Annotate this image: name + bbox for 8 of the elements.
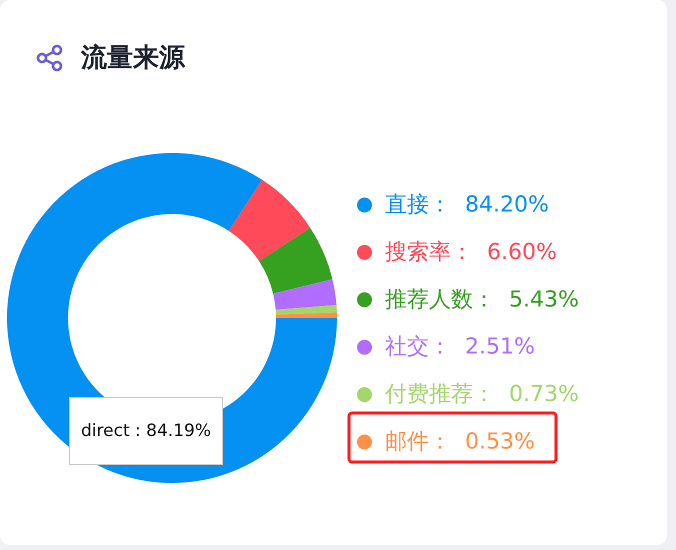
- legend-label: 邮件： 0.53%: [385, 430, 535, 454]
- tooltip: direct : 84.19%: [69, 397, 223, 465]
- legend-label: 直接： 84.20%: [385, 192, 549, 218]
- legend-label: 推荐人数： 5.43%: [385, 287, 579, 312]
- legend-label: 付费推荐： 0.73%: [384, 382, 579, 408]
- legend-label: 社交： 2.51%: [385, 334, 535, 360]
- chart-title: 流量来源: [80, 43, 186, 73]
- legend-label: 搜索率： 6.60%: [385, 240, 557, 265]
